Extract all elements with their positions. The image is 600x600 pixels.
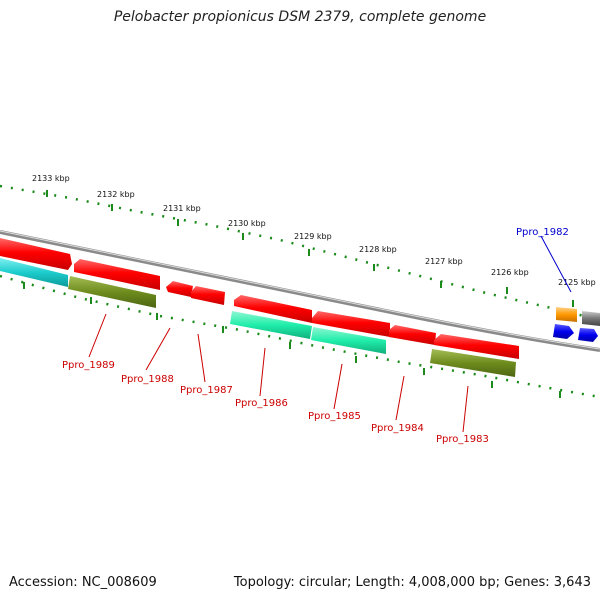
scale-label: 2131 kbp	[163, 204, 201, 213]
genome-summary: Topology: circular; Length: 4,008,000 bp…	[233, 575, 591, 590]
gene-cds[interactable]	[0, 258, 68, 287]
reverse-strand-genes	[0, 258, 598, 377]
scale-label: 2127 kbp	[425, 257, 463, 266]
gene-labels: Ppro_1982 Ppro_1983 Ppro_1984 Ppro_1985 …	[62, 227, 569, 445]
gene-label[interactable]: Ppro_1988	[121, 374, 174, 385]
gene-cds[interactable]	[578, 328, 598, 342]
label-leaders	[88, 235, 572, 433]
gene-cds[interactable]	[166, 281, 193, 297]
gene-label[interactable]: Ppro_1983	[436, 434, 489, 445]
gene-cds[interactable]	[74, 259, 160, 290]
inner-scale-track	[0, 274, 600, 399]
gene-label[interactable]: Ppro_1982	[516, 227, 569, 238]
scale-label: 2128 kbp	[359, 245, 397, 254]
gene-cds[interactable]	[191, 286, 225, 305]
scale-label: 2130 kbp	[228, 219, 266, 228]
gene-cds[interactable]	[553, 324, 574, 339]
gene-label[interactable]: Ppro_1989	[62, 360, 115, 371]
scale-label: 2129 kbp	[294, 232, 332, 241]
scale-labels: 2133 kbp 2132 kbp 2131 kbp 2130 kbp 2129…	[32, 174, 596, 287]
genome-backbone	[0, 230, 600, 352]
gene-cds[interactable]	[0, 238, 72, 270]
gene-cds[interactable]	[582, 311, 600, 326]
scale-label: 2132 kbp	[97, 190, 135, 199]
scale-label: 2133 kbp	[32, 174, 70, 183]
gene-label[interactable]: Ppro_1984	[371, 423, 424, 434]
gene-cds[interactable]	[430, 349, 516, 377]
genome-backbone-highlight	[0, 230, 600, 350]
gene-label[interactable]: Ppro_1985	[308, 411, 361, 422]
gene-cds[interactable]	[312, 311, 390, 337]
gene-label[interactable]: Ppro_1987	[180, 385, 233, 396]
gene-cds[interactable]	[434, 334, 519, 359]
gene-cds[interactable]	[311, 327, 386, 354]
gene-cds[interactable]	[234, 295, 312, 323]
accession-info: Accession: NC_008609	[9, 575, 157, 590]
outer-major-ticks	[46, 190, 574, 307]
scale-label: 2125 kbp	[558, 278, 596, 287]
gene-cds[interactable]	[68, 276, 156, 308]
gene-label[interactable]: Ppro_1986	[235, 398, 288, 409]
genome-title: Pelobacter propionicus DSM 2379, complet…	[113, 9, 487, 25]
gene-cds[interactable]	[389, 325, 436, 345]
gene-cds[interactable]	[556, 307, 577, 322]
scale-label: 2126 kbp	[491, 268, 529, 277]
inner-major-ticks	[23, 282, 561, 398]
gene-cds[interactable]	[230, 311, 312, 339]
forward-strand-genes	[0, 238, 600, 359]
